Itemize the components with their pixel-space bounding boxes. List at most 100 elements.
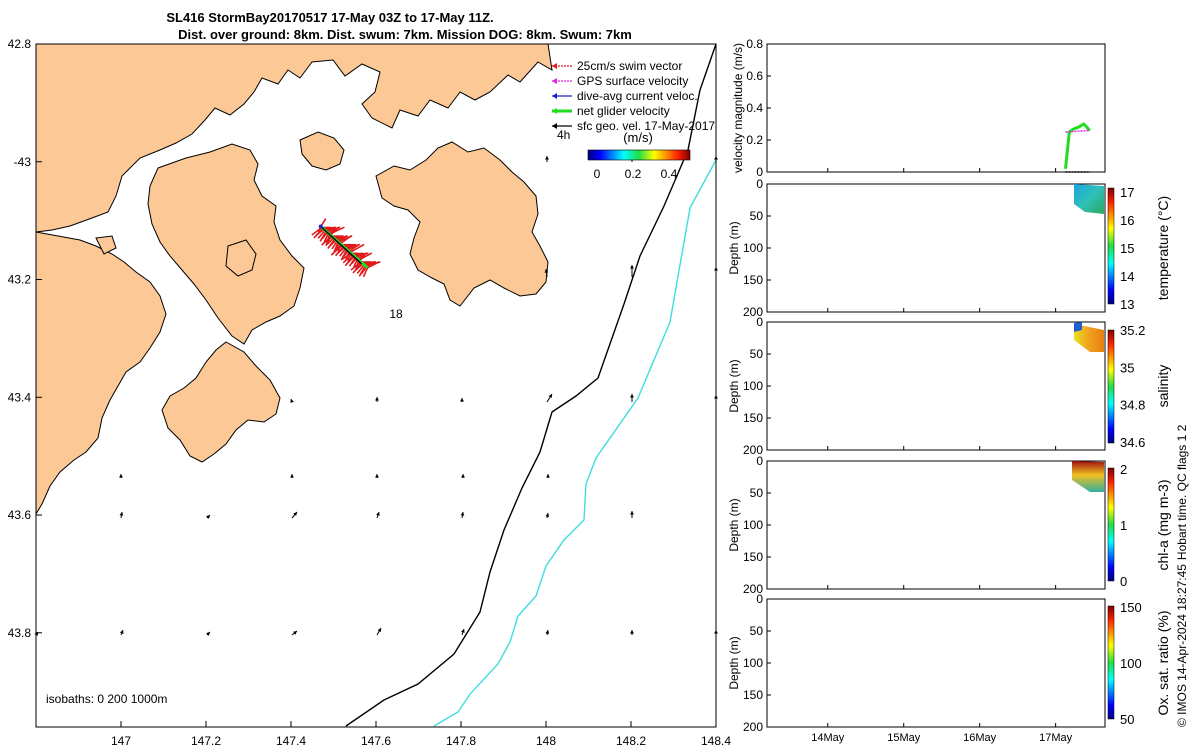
swim-vector bbox=[329, 226, 340, 236]
colorbar-tick-label: 2 bbox=[1120, 462, 1127, 477]
colorbar-tick-label: 100 bbox=[1120, 656, 1142, 671]
swim-vector bbox=[342, 253, 353, 264]
map-x-tick-label: 148.4 bbox=[701, 734, 731, 748]
panel-y-tick-label: 100 bbox=[743, 656, 763, 670]
colorbar-label: salinity bbox=[1155, 365, 1171, 408]
surface-arrow-head bbox=[290, 399, 294, 403]
velocity-colorbar bbox=[587, 149, 691, 161]
surface-arrow bbox=[630, 265, 634, 277]
surface-arrow bbox=[630, 630, 634, 635]
surface-arrow-head bbox=[293, 631, 297, 635]
panel-y-label: Depth (m) bbox=[727, 636, 741, 689]
map-y-tick-label: 43.2 bbox=[8, 273, 32, 287]
map-y-tick-label: -43 bbox=[14, 155, 32, 169]
surface-arrow bbox=[290, 474, 294, 478]
colorbar-tick-label: 50 bbox=[1120, 712, 1134, 727]
colorbar-tick-label: 34.8 bbox=[1120, 398, 1145, 413]
colorbar-label: chl-a (mg m-3) bbox=[1155, 479, 1171, 570]
land-peninsula bbox=[147, 143, 305, 345]
panel-y-tick-label: 200 bbox=[743, 305, 763, 319]
map-x-tick-label: 147.4 bbox=[276, 734, 306, 748]
chla-colorbar bbox=[1107, 467, 1115, 582]
panel-y-tick-label: 50 bbox=[750, 624, 764, 638]
panel-y-tick-label: 0 bbox=[756, 165, 763, 179]
swim-vector bbox=[349, 243, 365, 254]
land-south-island bbox=[161, 341, 281, 463]
map-x-tick-label: 147.8 bbox=[446, 734, 476, 748]
map-panel: 18 isobaths: 0 200 1000m 25cm/s swim vec… bbox=[8, 37, 732, 748]
panel-y-tick-label: 150 bbox=[743, 273, 763, 287]
surface-arrow bbox=[376, 511, 380, 519]
colorbar-tick-label: 35.2 bbox=[1120, 323, 1145, 338]
map-annotation-18: 18 bbox=[389, 307, 403, 321]
surface-arrow-head bbox=[293, 512, 297, 516]
legend-item: dive-avg current veloc. bbox=[552, 89, 698, 103]
swim-vector bbox=[311, 226, 323, 236]
temperature-panel-frame bbox=[766, 183, 1106, 313]
panel-y-tick-label: 200 bbox=[743, 720, 763, 734]
surface-arrow bbox=[460, 398, 464, 402]
salinity-colorbar bbox=[1107, 329, 1115, 444]
surface-arrow-head bbox=[460, 512, 465, 516]
panel-y-tick-label: 0.4 bbox=[746, 101, 763, 115]
salinity-panel-frame bbox=[766, 321, 1106, 451]
legend-label: GPS surface velocity bbox=[577, 74, 688, 88]
land-islet-3 bbox=[95, 235, 117, 255]
oxygen-panel-frame bbox=[766, 598, 1106, 728]
surface-arrow-head bbox=[375, 397, 379, 401]
thick-arrow-icon-head bbox=[552, 108, 557, 114]
panel-y-tick-label: 150 bbox=[743, 411, 763, 425]
surface-arrow bbox=[119, 474, 123, 478]
isobath-label: isobaths: 0 200 1000m bbox=[46, 692, 167, 706]
swim-vector bbox=[362, 267, 369, 278]
colorbar-label: temperature (°C) bbox=[1155, 196, 1171, 300]
land-islet-2 bbox=[225, 239, 257, 277]
land-islet-1 bbox=[299, 131, 345, 171]
swim-vector bbox=[350, 261, 362, 271]
swim-vector bbox=[323, 232, 330, 243]
panel-y-tick-label: 0 bbox=[756, 315, 763, 329]
day-tick-label: 17May bbox=[1039, 732, 1073, 744]
footer-qc: Hobart time. QC flags 1 2 bbox=[1175, 424, 1189, 560]
panel-y-tick-label: 150 bbox=[743, 550, 763, 564]
map-x-tick-label: 148.2 bbox=[616, 734, 646, 748]
glider-path bbox=[320, 226, 362, 265]
map-x-tick-label: 147.6 bbox=[361, 734, 391, 748]
surface-arrow bbox=[545, 512, 550, 519]
panel-y-tick-label: 0.8 bbox=[746, 37, 763, 51]
surface-arrow-head bbox=[545, 513, 550, 517]
surface-arrow bbox=[630, 511, 634, 518]
day-tick-label: 15May bbox=[887, 732, 921, 744]
land-east-peninsula bbox=[375, 141, 549, 307]
surface-arrow-head bbox=[290, 474, 294, 478]
map-x-tick-label: 148 bbox=[536, 734, 556, 748]
surface-arrow bbox=[630, 394, 634, 402]
arrow-icon-head bbox=[552, 93, 557, 99]
salinity-section-fresh bbox=[1074, 322, 1082, 332]
map-y-tick-label: 43.8 bbox=[8, 626, 32, 640]
swim-vector bbox=[338, 235, 347, 244]
swim-vector bbox=[317, 229, 326, 239]
panel-y-tick-label: 100 bbox=[743, 241, 763, 255]
chart-title: SL416 StormBay20170517 17-May 03Z to 17-… bbox=[166, 10, 493, 25]
surface-arrow-head bbox=[375, 474, 379, 478]
legend-label: net glider velocity bbox=[577, 104, 670, 118]
swim-vector bbox=[339, 235, 352, 245]
temperature-colorbar bbox=[1107, 187, 1115, 305]
surface-arrow-head bbox=[545, 156, 549, 160]
dotted-arrow-icon-head bbox=[552, 63, 557, 69]
colorbar-tick-1: 0.2 bbox=[625, 167, 642, 181]
panel-y-label: Depth (m) bbox=[727, 498, 741, 551]
colorbar-tick-label: 15 bbox=[1120, 241, 1134, 256]
colorbar-tick-2: 0.4 bbox=[661, 167, 678, 181]
colorbar-tick-0: 0 bbox=[594, 167, 601, 181]
legend-item: 25cm/s swim vector bbox=[552, 59, 682, 73]
surface-arrow bbox=[461, 474, 465, 478]
panel-y-label: Depth (m) bbox=[727, 221, 741, 274]
velocity-series bbox=[1064, 122, 1091, 169]
legend-item: sfc geo. vel. 17-May-2017 bbox=[552, 119, 715, 133]
surface-arrow-head bbox=[377, 628, 381, 632]
